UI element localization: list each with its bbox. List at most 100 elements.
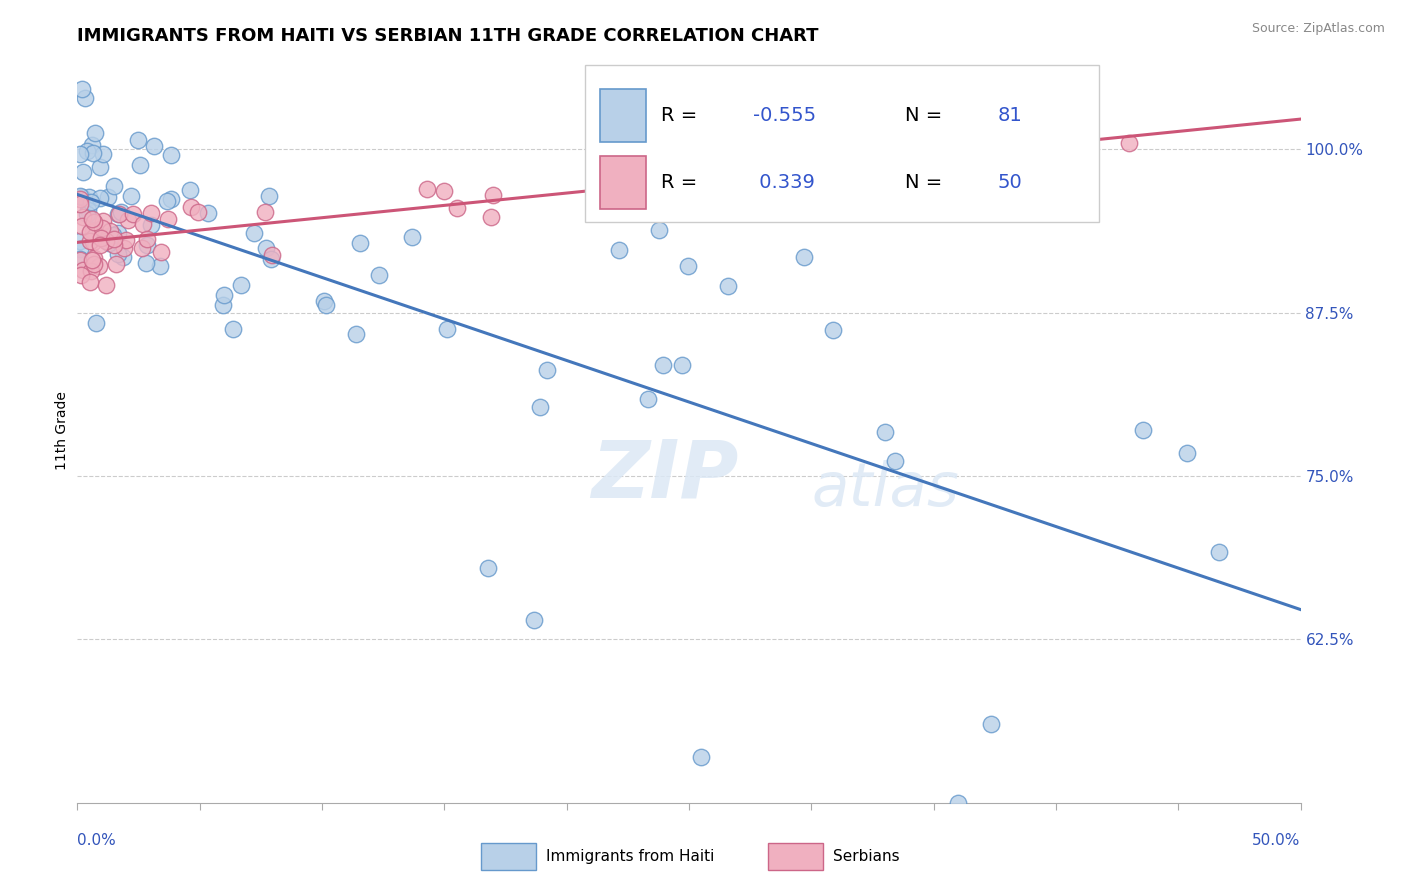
Point bbox=[83, 257, 105, 271]
Point bbox=[72, 165, 94, 179]
Point bbox=[128, 158, 150, 172]
Point bbox=[93, 147, 115, 161]
Point bbox=[90, 221, 112, 235]
Point bbox=[607, 243, 630, 257]
Point bbox=[72, 211, 94, 225]
Point bbox=[76, 144, 98, 158]
Point bbox=[120, 189, 142, 203]
Point bbox=[446, 201, 468, 215]
FancyBboxPatch shape bbox=[585, 65, 1098, 222]
Point bbox=[87, 259, 110, 273]
Point bbox=[156, 194, 179, 209]
Text: 81: 81 bbox=[997, 106, 1022, 125]
Point bbox=[150, 244, 173, 259]
Point bbox=[69, 188, 91, 202]
Text: 0.339: 0.339 bbox=[752, 173, 814, 192]
Point bbox=[254, 241, 277, 255]
Point bbox=[1175, 446, 1198, 460]
Text: Immigrants from Haiti: Immigrants from Haiti bbox=[546, 849, 714, 864]
Point bbox=[82, 138, 104, 153]
FancyBboxPatch shape bbox=[481, 843, 536, 870]
Text: 0.0%: 0.0% bbox=[77, 832, 117, 847]
Point bbox=[127, 132, 149, 146]
Point bbox=[160, 193, 183, 207]
FancyBboxPatch shape bbox=[599, 88, 647, 142]
Text: 50: 50 bbox=[997, 173, 1022, 192]
Point bbox=[75, 91, 97, 105]
Point bbox=[648, 223, 671, 237]
Point bbox=[89, 160, 111, 174]
Point bbox=[122, 206, 145, 220]
Point bbox=[69, 193, 91, 207]
Point bbox=[433, 184, 456, 198]
FancyBboxPatch shape bbox=[599, 156, 647, 210]
Point bbox=[143, 139, 166, 153]
Point bbox=[262, 248, 284, 262]
Point bbox=[131, 241, 153, 255]
Point bbox=[197, 206, 219, 220]
Point bbox=[110, 205, 132, 219]
Point bbox=[70, 268, 93, 283]
Point bbox=[257, 189, 280, 203]
Point bbox=[482, 187, 505, 202]
Point bbox=[89, 237, 111, 252]
Point bbox=[139, 205, 162, 219]
Point bbox=[69, 252, 91, 266]
Point bbox=[349, 235, 371, 250]
Point bbox=[79, 234, 101, 248]
Point bbox=[104, 257, 127, 271]
Point bbox=[84, 127, 107, 141]
Point bbox=[91, 213, 114, 227]
Point bbox=[259, 252, 281, 266]
Point bbox=[637, 392, 659, 406]
Point bbox=[82, 252, 104, 267]
Point bbox=[315, 298, 337, 312]
Point bbox=[479, 210, 502, 224]
Point bbox=[536, 362, 558, 376]
Point bbox=[84, 316, 107, 330]
Point bbox=[671, 359, 693, 373]
Point bbox=[107, 207, 129, 221]
Point bbox=[79, 225, 101, 239]
Text: IMMIGRANTS FROM HAITI VS SERBIAN 11TH GRADE CORRELATION CHART: IMMIGRANTS FROM HAITI VS SERBIAN 11TH GR… bbox=[77, 28, 818, 45]
Point bbox=[103, 238, 125, 252]
Point bbox=[717, 279, 740, 293]
Point bbox=[107, 227, 129, 241]
Point bbox=[96, 234, 118, 248]
Point bbox=[82, 235, 104, 249]
Point bbox=[477, 560, 499, 574]
Point bbox=[678, 260, 700, 274]
Point bbox=[83, 215, 105, 229]
Point bbox=[76, 207, 98, 221]
Point bbox=[112, 241, 135, 255]
Point bbox=[136, 232, 159, 246]
Point bbox=[1132, 423, 1154, 437]
Point bbox=[83, 251, 105, 265]
Point bbox=[117, 212, 139, 227]
Point bbox=[157, 211, 180, 226]
Text: R =: R = bbox=[661, 106, 703, 125]
Point bbox=[70, 81, 93, 95]
Point bbox=[69, 146, 91, 161]
Y-axis label: 11th Grade: 11th Grade bbox=[55, 391, 69, 470]
Point bbox=[529, 400, 551, 414]
Point bbox=[141, 218, 163, 232]
Point bbox=[69, 253, 91, 268]
Point bbox=[72, 263, 94, 277]
Point bbox=[80, 212, 103, 227]
Point bbox=[98, 236, 121, 251]
Text: Serbians: Serbians bbox=[834, 849, 900, 864]
Point bbox=[160, 148, 183, 162]
Point bbox=[946, 796, 969, 810]
Point bbox=[135, 256, 157, 270]
Point bbox=[103, 227, 125, 242]
Point bbox=[821, 323, 844, 337]
Point bbox=[115, 233, 138, 247]
Point bbox=[980, 717, 1002, 731]
Point bbox=[314, 293, 336, 308]
Point bbox=[80, 264, 103, 278]
Point bbox=[523, 613, 546, 627]
Point bbox=[222, 321, 245, 335]
Point bbox=[180, 200, 202, 214]
Point bbox=[70, 219, 93, 234]
